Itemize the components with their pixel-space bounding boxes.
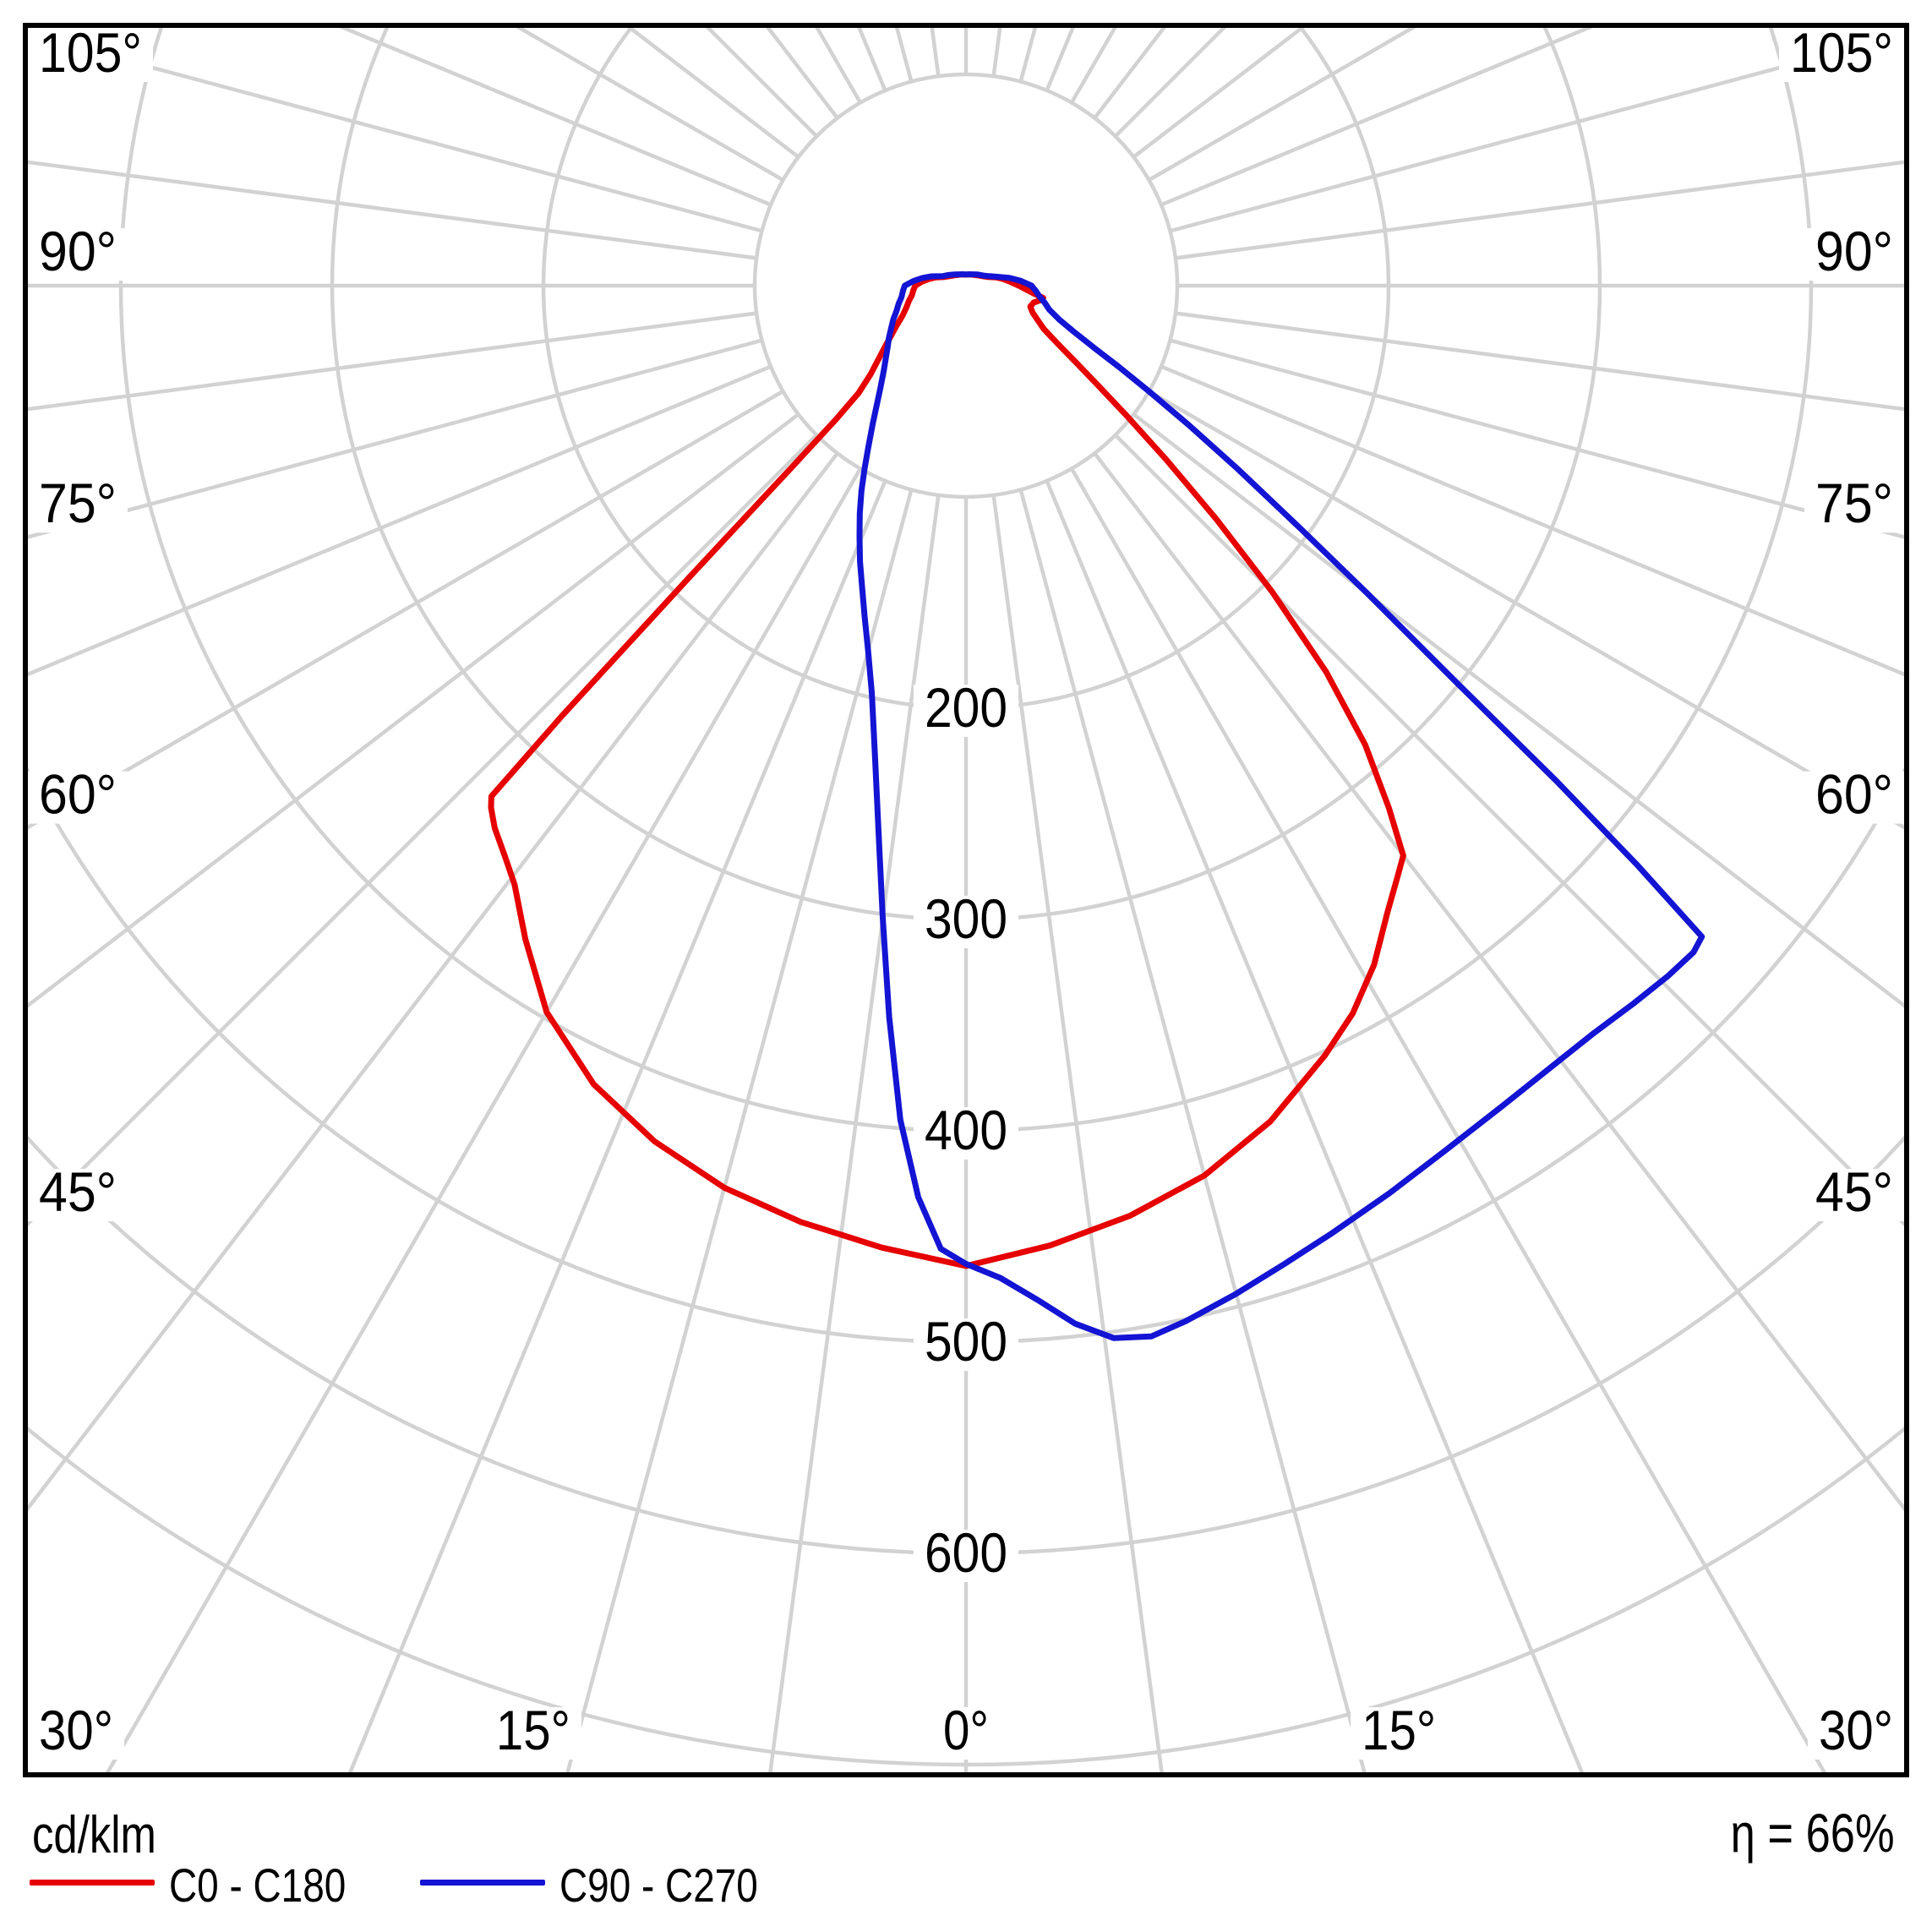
grid-radial bbox=[1160, 25, 1600, 207]
unit-label: cd/klm bbox=[32, 1805, 183, 1865]
grid-radial bbox=[25, 311, 757, 412]
grid-radial bbox=[25, 412, 800, 1010]
grid-radial bbox=[104, 467, 862, 1775]
angle-label-right-60: 60° bbox=[1815, 763, 1893, 826]
plot-border bbox=[23, 23, 1909, 1777]
angle-label-bottom-0: 0° bbox=[943, 1699, 989, 1761]
grid-radial bbox=[1132, 412, 1907, 1010]
curve-c90-c270 bbox=[856, 271, 1706, 1341]
legend-label-c0-c180: C0 - C180 bbox=[169, 1858, 385, 1913]
grid-circle-100 bbox=[752, 72, 1180, 499]
grid-radial bbox=[1148, 390, 1907, 832]
grid-radial bbox=[1045, 480, 1585, 1775]
radial-tick-200: 200 bbox=[925, 676, 1007, 739]
grid-radial bbox=[347, 480, 887, 1775]
legend-label-text: C90 - C270 bbox=[559, 1858, 758, 1912]
radial-tick-600: 600 bbox=[925, 1521, 1007, 1584]
grid-radial bbox=[25, 160, 757, 260]
angle-label-left-45: 45° bbox=[39, 1160, 117, 1223]
grid-radial bbox=[25, 451, 839, 1515]
angle-label-left-75: 75° bbox=[39, 472, 117, 534]
grid-radial bbox=[1160, 364, 1907, 678]
grid-radial bbox=[25, 390, 784, 832]
axis-labels: 200 300 400 500 600 45° 45° 60° 60° 75° 75° 90° 90° 1… bbox=[28, 21, 1904, 1761]
angle-label-bottom-right-15: 15° bbox=[1362, 1699, 1436, 1761]
curves bbox=[488, 271, 1706, 1341]
legend-label-text: C0 - C180 bbox=[169, 1858, 347, 1912]
angle-label-bottom-left-30: 30° bbox=[39, 1699, 113, 1761]
radial-tick-400: 400 bbox=[925, 1099, 1007, 1161]
angle-label-right-45: 45° bbox=[1815, 1160, 1893, 1223]
grid-radial bbox=[1169, 31, 1907, 233]
efficiency-label: η = 66% bbox=[1695, 1802, 1895, 1864]
angle-label-bottom-right-30: 30° bbox=[1819, 1699, 1893, 1761]
grid-radial bbox=[25, 434, 818, 1230]
grid-radial bbox=[565, 488, 914, 1775]
angle-label-right-75: 75° bbox=[1815, 472, 1893, 534]
grid-radial bbox=[1093, 451, 1907, 1515]
legend-line-c90-c270 bbox=[420, 1880, 545, 1886]
angle-label-left-105: 105° bbox=[39, 21, 142, 84]
radial-tick-500: 500 bbox=[925, 1310, 1007, 1373]
grid-radial bbox=[25, 31, 763, 233]
grid-radial bbox=[25, 364, 772, 678]
angle-label-left-90: 90° bbox=[39, 220, 117, 282]
grid-radial bbox=[1175, 160, 1907, 260]
grid-radial bbox=[991, 494, 1165, 1775]
grid-radial bbox=[332, 25, 772, 207]
grid-radial bbox=[1175, 311, 1907, 412]
grid-radial bbox=[25, 338, 763, 540]
grid-radial bbox=[1070, 467, 1828, 1775]
legend-line-c0-c180 bbox=[30, 1880, 155, 1886]
grid-radial bbox=[1018, 488, 1367, 1775]
legend: C0 - C180 C90 - C270 bbox=[0, 1858, 1932, 1918]
unit-label-text: cd/klm bbox=[32, 1806, 156, 1864]
radial-tick-300: 300 bbox=[925, 887, 1007, 950]
grid-radial bbox=[1169, 338, 1907, 540]
angle-label-left-60: 60° bbox=[39, 763, 117, 826]
angle-label-bottom-left-15: 15° bbox=[496, 1699, 570, 1761]
efficiency-label-text: η = 66% bbox=[1730, 1803, 1895, 1864]
grid-radial bbox=[1114, 434, 1907, 1230]
angle-label-right-105: 105° bbox=[1790, 21, 1893, 84]
angle-label-right-90: 90° bbox=[1815, 220, 1893, 282]
legend-label-c90-c270: C90 - C270 bbox=[559, 1858, 801, 1913]
